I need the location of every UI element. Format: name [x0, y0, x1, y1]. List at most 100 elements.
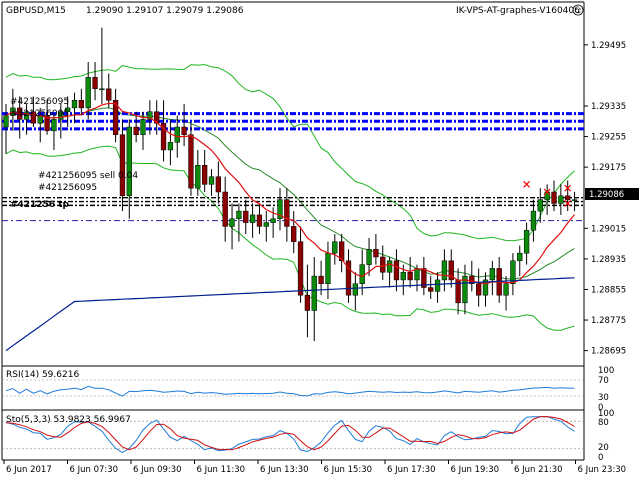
time-label: 6 Jun 2017 — [6, 465, 52, 475]
smiley-icon[interactable] — [572, 4, 584, 16]
candle[interactable] — [434, 272, 441, 303]
candle[interactable] — [311, 256, 317, 342]
stoch-level-100: 100 — [598, 409, 614, 419]
candle[interactable] — [78, 88, 84, 116]
candle[interactable] — [167, 119, 174, 166]
candle[interactable] — [133, 111, 139, 143]
candle[interactable] — [229, 203, 235, 250]
candle-body — [44, 115, 50, 132]
order-label: #421256095 — [38, 183, 97, 193]
candle[interactable] — [202, 149, 208, 192]
candle[interactable] — [380, 245, 386, 280]
candle[interactable] — [537, 188, 543, 223]
candle[interactable] — [181, 104, 187, 147]
candle-body — [222, 191, 228, 227]
candle[interactable] — [332, 234, 338, 265]
candle[interactable] — [112, 88, 119, 143]
candle[interactable] — [236, 203, 242, 242]
stochastic-panel — [2, 415, 584, 454]
candle[interactable] — [558, 184, 564, 215]
trade-markers — [523, 180, 572, 207]
candle[interactable] — [51, 115, 57, 150]
candle[interactable] — [565, 180, 571, 212]
candle-body — [147, 111, 153, 120]
stoch-level-20: 20 — [598, 443, 609, 453]
candle[interactable] — [352, 272, 359, 311]
candle[interactable] — [291, 211, 297, 254]
candle-body — [99, 88, 105, 91]
rsi-label: RSI(14) 59.6216 — [6, 370, 79, 380]
candle-body — [23, 111, 30, 120]
price-axis: 1.29495 1.29335 1.29255 1.29175 1.29015 1.289… — [584, 41, 626, 357]
candle[interactable] — [530, 199, 537, 242]
candle[interactable] — [517, 245, 523, 277]
order-label: #421256095 — [10, 97, 69, 107]
order-level-lines[interactable] — [2, 112, 584, 222]
candle-body — [297, 241, 304, 296]
current-price-label: 1.29086 — [589, 190, 624, 200]
candle[interactable] — [366, 237, 372, 277]
candle[interactable] — [489, 260, 496, 296]
candle[interactable] — [119, 119, 126, 212]
candle[interactable] — [215, 161, 221, 204]
candle-body — [71, 100, 78, 109]
stoch-signal-line — [5, 416, 575, 451]
expert-advisor-name: IK-VPS-AT-graphes-V160406 — [456, 6, 580, 16]
candle[interactable] — [571, 192, 578, 212]
candle-body — [133, 126, 139, 135]
candle[interactable] — [304, 264, 311, 338]
tp-label: #421256 tp — [10, 200, 70, 210]
candle[interactable] — [407, 256, 413, 288]
trade-marker — [564, 200, 572, 207]
candle[interactable] — [393, 249, 400, 292]
candle[interactable] — [523, 222, 530, 265]
candle-body — [78, 100, 84, 109]
candle[interactable] — [373, 234, 379, 265]
candle[interactable] — [345, 249, 352, 303]
candle[interactable] — [297, 226, 304, 303]
candle[interactable] — [256, 203, 263, 235]
candle[interactable] — [106, 73, 112, 108]
candle-body — [304, 294, 311, 311]
candle[interactable] — [482, 272, 489, 307]
candle[interactable] — [510, 253, 516, 296]
candle-body — [448, 260, 454, 281]
candle[interactable] — [277, 188, 283, 231]
candle[interactable] — [222, 176, 228, 242]
candle[interactable] — [476, 268, 482, 307]
candle-body — [428, 287, 434, 292]
candle[interactable] — [503, 276, 509, 311]
candle[interactable] — [428, 276, 434, 300]
candle[interactable] — [58, 104, 64, 139]
candle[interactable] — [23, 104, 30, 135]
candle-body — [277, 199, 283, 220]
price-label: 1.29175 — [591, 163, 626, 173]
candle[interactable] — [243, 199, 249, 235]
candle-body — [352, 283, 359, 296]
candle[interactable] — [195, 149, 201, 196]
candle[interactable] — [208, 169, 215, 196]
stochastic-label: Sto(5,3,3) 53.9823 56.9967 — [6, 415, 131, 425]
candle[interactable] — [284, 188, 290, 242]
candle[interactable] — [92, 62, 98, 101]
rsi-line — [5, 385, 575, 397]
candle[interactable] — [249, 203, 256, 238]
candle[interactable] — [421, 256, 427, 296]
candle[interactable] — [551, 180, 557, 212]
candle[interactable] — [448, 249, 454, 288]
candle[interactable] — [140, 111, 146, 150]
candle[interactable] — [386, 256, 393, 288]
candle[interactable] — [85, 62, 91, 120]
candle[interactable] — [160, 100, 167, 162]
candle[interactable] — [339, 234, 345, 273]
candle[interactable] — [71, 92, 78, 124]
cross-marker — [543, 188, 551, 196]
candle[interactable] — [99, 27, 105, 105]
candle[interactable] — [126, 119, 132, 219]
candle[interactable] — [263, 211, 269, 242]
candle[interactable] — [469, 260, 475, 292]
candle[interactable] — [462, 264, 468, 315]
candle[interactable] — [30, 96, 37, 128]
candle[interactable] — [65, 96, 71, 128]
